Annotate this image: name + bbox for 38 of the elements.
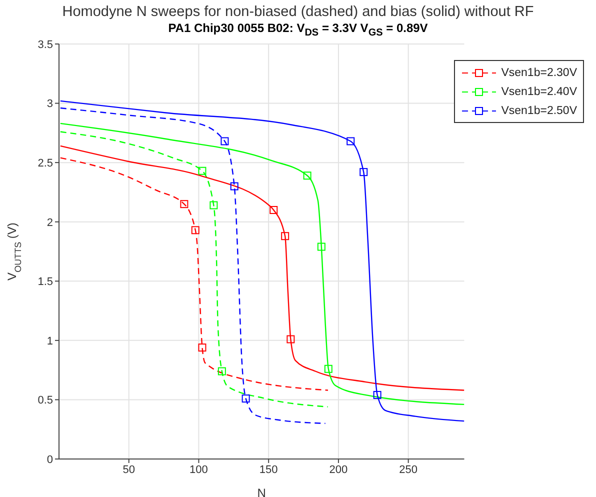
y-tick-label: 3 [46, 98, 53, 110]
point [242, 394, 250, 403]
legend-label: Vsen1b=2.50V [501, 104, 577, 116]
chart-title: Homodyne N sweeps for non-biased (dashed) and bias (solid) without RF [61, 4, 535, 20]
x-tick-label: 100 [190, 464, 208, 476]
point [373, 390, 382, 399]
line-series [60, 157, 329, 391]
y-tick-label: 2.5 [38, 157, 53, 170]
point [346, 137, 355, 146]
point [198, 166, 206, 175]
point [220, 137, 229, 146]
y-tick-label: 0 [46, 454, 53, 466]
point [303, 172, 312, 180]
point [324, 364, 332, 373]
point [198, 344, 206, 352]
point [360, 168, 368, 176]
legend-label: Vsen1b=2.40V [501, 86, 577, 98]
y-tick-label: 3.5 [38, 38, 53, 51]
point [218, 367, 226, 376]
chart-subtitle: PA1 Chip30 0055 B02: V$_{DS}$ = 3.3V V$_{GS}$ = 0.89V [168, 21, 428, 38]
y-tick-label: 2 [46, 216, 53, 229]
point [210, 201, 218, 210]
x-axis-title: N [257, 486, 266, 497]
y-tick-label: 0.5 [38, 394, 53, 407]
point [281, 232, 290, 240]
x-tick-label: 200 [329, 464, 348, 476]
point [230, 182, 238, 190]
point [286, 335, 295, 344]
point [191, 226, 200, 234]
legend-label: Vsen1b=2.30V [501, 66, 577, 78]
x-tick-label: 50 [122, 464, 135, 476]
y-tick-label: 1 [46, 335, 53, 348]
point [317, 242, 326, 251]
y-tick-label: 1.5 [38, 276, 53, 288]
x-tick-label: 250 [399, 464, 418, 476]
x-tick-label: 150 [259, 464, 278, 476]
point [180, 200, 188, 208]
point [270, 206, 278, 214]
